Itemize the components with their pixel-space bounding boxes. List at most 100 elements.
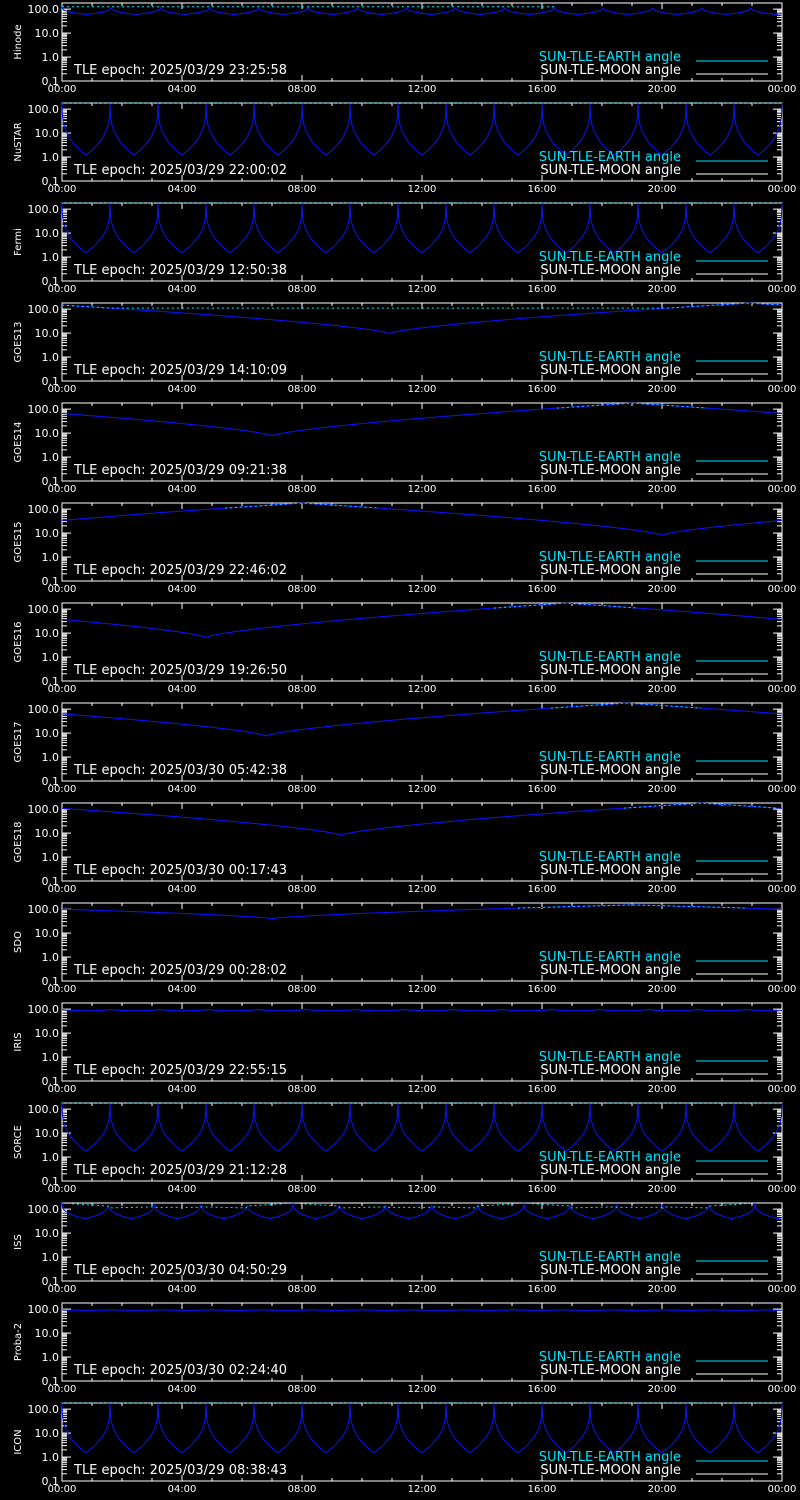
panel-goes18: 100.010.01.00.100:00 04:00 08:00 12:00 16:00…	[13, 802, 796, 895]
tle-epoch-label: TLE epoch: 2025/03/29 21:12:28	[73, 1163, 287, 1178]
x-tick-label: 00:00	[768, 1484, 797, 1495]
x-tick-label: 20:00	[648, 1184, 677, 1195]
legend-moon-label: SUN-TLE-MOON angle	[540, 563, 681, 578]
tle-epoch-label: TLE epoch: 2025/03/29 22:46:02	[73, 563, 287, 578]
x-tick-label: 20:00	[648, 584, 677, 595]
y-tick-label: 0.1	[42, 375, 60, 388]
legend-moon-label: SUN-TLE-MOON angle	[540, 63, 681, 78]
satellite-name: GOES14	[13, 421, 24, 462]
satellite-name: GOES15	[13, 521, 24, 562]
tle-epoch-label: TLE epoch: 2025/03/30 04:50:29	[73, 1263, 287, 1278]
x-tick-label: 00:00	[48, 784, 77, 795]
x-tick-label: 08:00	[288, 1184, 317, 1195]
panel-icon: 100.010.01.00.100:00 04:00 08:00 12:00 16:00…	[13, 1402, 797, 1495]
x-tick-label: 04:00	[168, 1484, 197, 1495]
y-tick-label: 100.0	[28, 403, 60, 416]
satellite-name: NuSTAR	[13, 122, 24, 161]
x-tick-label: 00:00	[768, 984, 797, 995]
tle-epoch-label: TLE epoch: 2025/03/29 09:21:38	[73, 463, 287, 478]
y-tick-label: 0.1	[42, 175, 60, 188]
earth-angle-line	[62, 802, 782, 836]
x-tick-label: 20:00	[648, 184, 677, 195]
panel-goes14: 100.010.01.00.100:00 04:00 08:00 12:00 16:00…	[13, 402, 796, 495]
x-tick-label: 04:00	[168, 1284, 197, 1295]
y-tick-label: 100.0	[28, 303, 60, 316]
earth-angle-highlight	[61, 1202, 756, 1209]
y-tick-label: 1.0	[42, 351, 60, 364]
x-tick-label: 04:00	[168, 684, 197, 695]
x-tick-label: 16:00	[528, 884, 557, 895]
earth-angle-line	[62, 904, 782, 920]
y-tick-label: 10.0	[35, 1127, 60, 1140]
tle-epoch-label: TLE epoch: 2025/03/29 12:50:38	[73, 263, 287, 278]
x-tick-label: 12:00	[408, 1184, 437, 1195]
x-tick-label: 00:00	[48, 1084, 77, 1095]
y-tick-label: 10.0	[35, 327, 60, 340]
legend-earth-label: SUN-TLE-EARTH angle	[539, 850, 681, 865]
y-tick-label: 1.0	[42, 451, 60, 464]
x-tick-label: 00:00	[48, 1184, 77, 1195]
y-tick-label: 0.1	[42, 775, 60, 788]
y-tick-label: 1.0	[42, 1351, 60, 1364]
y-tick-label: 0.1	[42, 975, 60, 988]
panel-goes17: 100.010.01.00.100:00 04:00 08:00 12:00 16:00…	[13, 702, 797, 795]
x-tick-label: 16:00	[528, 1284, 557, 1295]
satellite-name: GOES16	[13, 621, 24, 662]
y-tick-label: 100.0	[28, 1003, 60, 1016]
panel-proba-2: 100.010.01.00.100:00 04:00 08:00 12:00 16:00…	[13, 1302, 797, 1395]
satellite-name: SDO	[13, 931, 24, 953]
x-tick-label: 16:00	[528, 84, 557, 95]
y-tick-label: 0.1	[42, 875, 60, 888]
x-tick-label: 12:00	[408, 1284, 437, 1295]
y-tick-label: 1.0	[42, 651, 60, 664]
x-tick-label: 00:00	[768, 784, 797, 795]
x-tick-label: 00:00	[48, 184, 77, 195]
y-tick-label: 1.0	[42, 551, 60, 564]
legend-earth-label: SUN-TLE-EARTH angle	[539, 350, 681, 365]
x-tick-label: 00:00	[768, 384, 797, 395]
y-tick-label: 0.1	[42, 1175, 60, 1188]
x-tick-label: 16:00	[528, 1184, 557, 1195]
y-tick-label: 10.0	[35, 1227, 60, 1240]
x-tick-label: 08:00	[288, 1084, 317, 1095]
x-tick-label: 04:00	[168, 584, 197, 595]
y-tick-label: 0.1	[42, 1075, 60, 1088]
legend-earth-label: SUN-TLE-EARTH angle	[539, 950, 681, 965]
earth-angle-line	[61, 602, 782, 639]
satellite-name: GOES18	[13, 821, 24, 862]
legend-moon-label: SUN-TLE-MOON angle	[540, 863, 681, 878]
legend-moon-label: SUN-TLE-MOON angle	[540, 263, 681, 278]
legend-moon-label: SUN-TLE-MOON angle	[540, 463, 681, 478]
x-tick-label: 20:00	[648, 1084, 677, 1095]
x-tick-label: 00:00	[48, 284, 77, 295]
y-tick-label: 10.0	[35, 227, 60, 240]
earth-angle-highlight	[624, 802, 778, 809]
legend-moon-label: SUN-TLE-MOON angle	[540, 1263, 681, 1278]
x-tick-label: 04:00	[168, 984, 197, 995]
x-tick-label: 20:00	[648, 1484, 677, 1495]
y-tick-label: 100.0	[28, 903, 60, 916]
y-tick-label: 0.1	[42, 575, 60, 588]
legend-earth-label: SUN-TLE-EARTH angle	[539, 1350, 681, 1365]
x-tick-label: 20:00	[648, 484, 677, 495]
y-tick-label: 1.0	[42, 151, 60, 164]
x-tick-label: 12:00	[408, 784, 437, 795]
earth-angle-highlight	[493, 602, 639, 609]
x-tick-label: 00:00	[768, 184, 797, 195]
x-tick-label: 12:00	[408, 1384, 437, 1395]
earth-angle-highlight	[556, 402, 708, 409]
tle-epoch-label: TLE epoch: 2025/03/29 14:10:09	[73, 363, 287, 378]
panel-sorce: 100.010.01.00.100:00 04:00 08:00 12:00 16:00…	[13, 1102, 796, 1195]
earth-angle-highlight	[518, 904, 746, 909]
y-tick-label: 0.1	[42, 675, 60, 688]
x-tick-label: 12:00	[408, 684, 437, 695]
x-tick-label: 00:00	[768, 84, 797, 95]
legend-earth-label: SUN-TLE-EARTH angle	[539, 650, 681, 665]
y-tick-label: 100.0	[28, 103, 60, 116]
x-tick-label: 00:00	[768, 1384, 797, 1395]
x-tick-label: 00:00	[48, 1284, 77, 1295]
y-tick-label: 100.0	[28, 203, 60, 216]
y-tick-label: 1.0	[42, 1451, 60, 1464]
legend-earth-label: SUN-TLE-EARTH angle	[539, 150, 681, 165]
panel-fermi: 100.010.01.00.100:00 04:00 08:00 12:00 16:00…	[13, 202, 796, 295]
